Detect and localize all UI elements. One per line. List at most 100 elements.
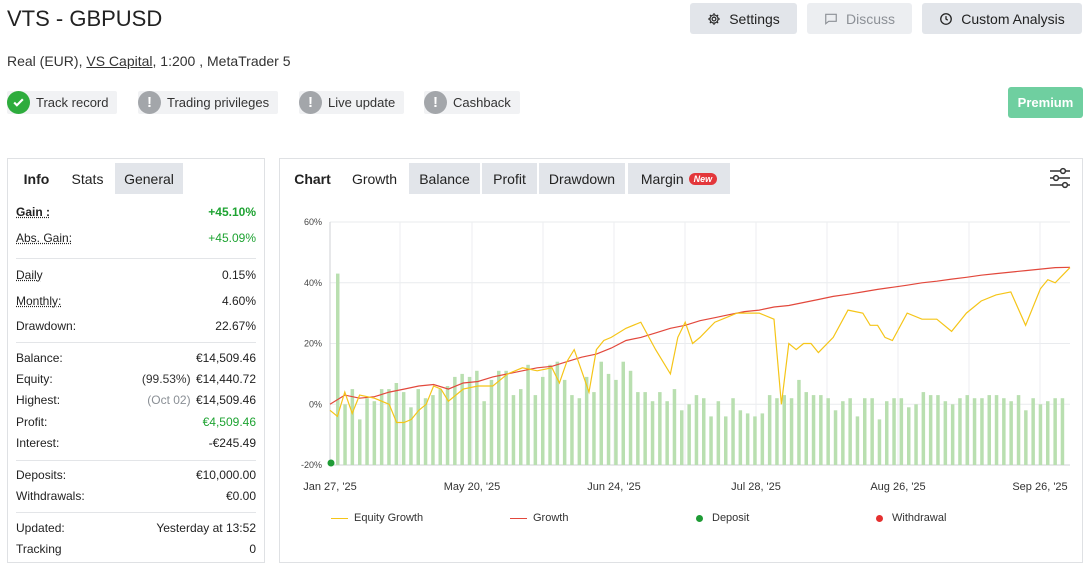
page-title: VTS - GBPUSD — [7, 6, 163, 31]
profit-bar — [709, 416, 713, 465]
legend-deposit[interactable]: Deposit — [696, 512, 749, 524]
discuss-button[interactable]: Discuss — [807, 3, 912, 34]
stat-value: 4.60% — [221, 294, 256, 308]
profit-bar — [665, 401, 669, 465]
account-details: , 1:200 , MetaTrader 5 — [152, 53, 291, 69]
stat-label[interactable]: Monthly: — [16, 294, 62, 308]
custom-analysis-button[interactable]: Custom Analysis — [922, 3, 1082, 34]
profit-bar — [409, 407, 413, 465]
stat-value: 22.67% — [215, 319, 256, 333]
tab-drawdown[interactable]: Drawdown — [539, 163, 625, 194]
legend-label: Growth — [533, 512, 569, 524]
stat-value: +45.10% — [208, 205, 256, 219]
profit-bar — [928, 395, 933, 465]
stat-value: 0.15% — [221, 268, 256, 282]
stat-label[interactable]: Abs. Gain: — [16, 231, 73, 245]
equity-amount: €14,440.72 — [195, 372, 256, 386]
premium-button[interactable]: Premium — [1008, 87, 1083, 118]
tab-info[interactable]: Info — [23, 170, 50, 187]
profit-bar — [863, 398, 867, 465]
custom-analysis-label: Custom Analysis — [961, 10, 1065, 27]
tab-profit[interactable]: Profit — [482, 163, 537, 194]
account-subtitle: Real (EUR), VS Capital, 1:200 , MetaTrad… — [7, 53, 291, 69]
stat-equity: Equity: (99.53%) €14,440.72 — [16, 369, 256, 389]
profit-bar — [841, 401, 845, 465]
profit-bar — [438, 389, 442, 465]
exclamation-icon: ! — [138, 91, 161, 114]
x-tick-label: Sep 26, '25 — [1012, 481, 1067, 493]
tab-stats[interactable]: Stats — [61, 163, 114, 194]
profit-bar — [599, 361, 603, 465]
profit-bar — [475, 370, 479, 465]
profit-bar — [731, 398, 735, 465]
stat-label: Deposits: — [16, 468, 67, 482]
badge-live-update[interactable]: ! Live update — [299, 91, 405, 114]
profit-bar — [592, 392, 596, 465]
profit-bar — [921, 392, 926, 465]
profit-bar — [1031, 398, 1035, 465]
stat-label[interactable]: Gain : — [16, 205, 51, 219]
tab-margin[interactable]: Margin New — [628, 163, 730, 194]
stat-gain: Gain : +45.10% — [16, 202, 256, 222]
profit-bar — [680, 410, 684, 465]
x-tick-label: May 20, '25 — [444, 481, 501, 493]
divider — [16, 460, 256, 461]
profit-bar — [914, 404, 918, 466]
badge-cashback[interactable]: ! Cashback — [424, 91, 520, 114]
stat-updated: Updated: Yesterday at 13:52 — [16, 518, 256, 538]
filter-settings-icon[interactable] — [1048, 167, 1072, 189]
profit-bar — [1046, 401, 1050, 465]
y-tick-label: 40% — [304, 278, 322, 288]
stat-tracking: Tracking 0 — [16, 539, 256, 559]
profit-bar — [892, 398, 896, 465]
equity-percent: (99.53%) — [141, 372, 191, 386]
tab-general[interactable]: General — [115, 163, 183, 194]
stat-label: Equity: — [16, 372, 53, 386]
legend-growth[interactable]: Growth — [510, 512, 568, 524]
broker-link[interactable]: VS Capital — [86, 53, 153, 69]
settings-button[interactable]: Settings — [690, 3, 797, 34]
tab-balance[interactable]: Balance — [409, 163, 480, 194]
profit-bar — [336, 273, 340, 465]
profit-bar — [416, 389, 420, 465]
discuss-label: Discuss — [845, 10, 895, 27]
y-tick-label: -20% — [301, 460, 322, 470]
profit-bar — [489, 379, 494, 465]
profit-bar — [548, 364, 552, 465]
stat-label[interactable]: Daily — [16, 268, 43, 282]
profit-bar — [672, 389, 677, 465]
tab-chart[interactable]: Chart — [294, 170, 331, 187]
badge-track-record[interactable]: Track record — [7, 91, 118, 114]
profit-bar — [555, 361, 560, 465]
stat-value: €0.00 — [225, 489, 256, 503]
divider — [16, 512, 256, 513]
stat-deposits: Deposits: €10,000.00 — [16, 465, 256, 485]
x-tick-label: Jan 27, '25 — [303, 481, 356, 493]
legend-withdrawal[interactable]: Withdrawal — [876, 512, 946, 524]
profit-bar — [994, 395, 999, 465]
profit-bar — [753, 416, 757, 465]
legend-equity-growth[interactable]: Equity Growth — [331, 512, 423, 524]
profit-bar — [387, 389, 391, 465]
profit-bar — [833, 410, 838, 465]
badge-label: Trading privileges — [167, 95, 270, 110]
profit-bar — [636, 392, 640, 465]
profit-bar — [460, 373, 464, 465]
profit-bar — [577, 398, 582, 465]
profit-bar — [1002, 398, 1006, 465]
equity-growth-line — [329, 267, 1071, 424]
profit-bar — [658, 392, 662, 465]
profit-bar — [511, 395, 516, 465]
profit-bar — [401, 392, 406, 465]
tab-growth[interactable]: Growth — [341, 163, 408, 194]
badge-trading-privileges[interactable]: ! Trading privileges — [138, 91, 279, 114]
profit-bar — [907, 407, 911, 465]
stat-value: (99.53%) €14,440.72 — [142, 372, 256, 386]
y-tick-label: 20% — [304, 339, 322, 349]
profit-bar — [987, 395, 991, 465]
stat-label: Tracking — [16, 542, 62, 556]
stat-value: (Oct 02) €14,509.46 — [147, 393, 256, 407]
profit-bar — [621, 361, 625, 465]
x-tick-label: Jul 28, '25 — [731, 481, 781, 493]
